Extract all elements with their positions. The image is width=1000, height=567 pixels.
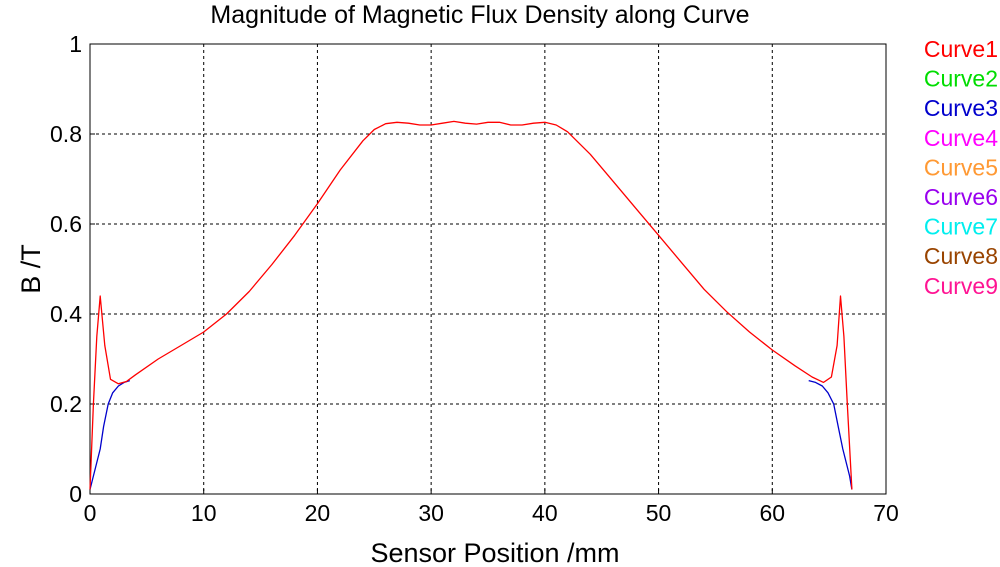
legend-entry-curve2: Curve2 — [924, 66, 998, 92]
y-tick-label: 0.4 — [50, 301, 82, 327]
x-tick-label: 10 — [191, 500, 217, 526]
x-ticks: 0 10 20 30 40 50 60 70 — [84, 489, 899, 526]
legend-entry-curve1: Curve1 — [924, 36, 998, 62]
y-tick-label: 0.2 — [50, 391, 82, 417]
legend-entry-curve6: Curve6 — [924, 184, 998, 210]
series-line-curve1 — [89, 120, 853, 490]
legend-entry-curve9: Curve9 — [924, 273, 998, 299]
x-tick-label: 20 — [305, 500, 331, 526]
x-tick-label: 30 — [418, 500, 444, 526]
y-tick-label: 0 — [69, 481, 82, 507]
plot-frame — [89, 43, 887, 495]
y-axis-label: B /T — [16, 244, 46, 294]
y-ticks: 0 0.2 0.4 0.6 0.8 1 — [50, 31, 95, 507]
grid — [90, 44, 886, 494]
y-tick-label: 0.6 — [50, 211, 82, 237]
x-tick-label: 0 — [84, 500, 97, 526]
x-axis-label: Sensor Position /mm — [370, 538, 619, 567]
series-lines — [89, 120, 853, 490]
legend-entry-curve3: Curve3 — [924, 95, 998, 121]
legend-entry-curve5: Curve5 — [924, 154, 998, 180]
series-line-curve3 — [89, 379, 130, 490]
series-line-curve3 — [808, 379, 853, 490]
x-tick-label: 70 — [873, 500, 899, 526]
y-tick-label: 1 — [69, 31, 82, 57]
legend-entry-curve4: Curve4 — [924, 125, 998, 151]
x-tick-label: 40 — [532, 500, 558, 526]
x-tick-label: 50 — [646, 500, 672, 526]
legend: Curve1 Curve2 Curve3 Curve4 Curve5 Curve6 Curv… — [924, 36, 998, 299]
x-tick-label: 60 — [759, 500, 785, 526]
legend-entry-curve8: Curve8 — [924, 243, 998, 269]
y-tick-label: 0.8 — [50, 121, 82, 147]
legend-entry-curve7: Curve7 — [924, 214, 998, 240]
chart-title: Magnitude of Magnetic Flux Density along… — [210, 1, 749, 29]
